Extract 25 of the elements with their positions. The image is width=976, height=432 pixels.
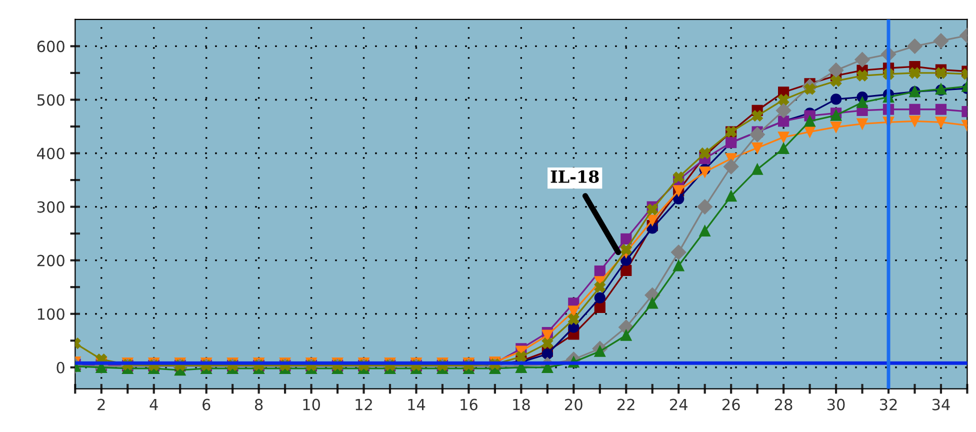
x-tick-label: 6 (202, 398, 210, 410)
x-tick-label: 22 (618, 398, 634, 410)
x-tick-label: 24 (670, 398, 688, 410)
x-tick-label: 2 (98, 398, 105, 410)
x-tick-label: 12 (356, 398, 372, 410)
x-tick-label: 26 (722, 398, 740, 410)
x-tick-label: 30 (827, 398, 845, 410)
x-tick-label: 14 (408, 398, 426, 410)
y-tick-label: 600 (37, 40, 64, 52)
y-tick-label: 400 (37, 148, 64, 160)
y-tick-label: 100 (38, 308, 64, 320)
annotation: IL-18 (550, 170, 599, 183)
x-tick-label: 28 (774, 398, 792, 410)
x-tick-label: 16 (460, 398, 478, 410)
y-tick-label: 500 (37, 94, 64, 106)
y-tick-label: 300 (37, 201, 64, 213)
x-tick-label: 10 (303, 398, 320, 410)
x-tick-label: 32 (880, 398, 897, 410)
x-tick-label: 34 (932, 398, 950, 410)
x-tick-label: 20 (565, 398, 582, 410)
y-tick-label: 0 (56, 362, 64, 374)
x-tick-label: 8 (254, 398, 263, 410)
x-tick-label: 4 (150, 398, 158, 410)
y-tick-label: 200 (37, 254, 64, 266)
x-tick-label: 18 (513, 398, 530, 410)
